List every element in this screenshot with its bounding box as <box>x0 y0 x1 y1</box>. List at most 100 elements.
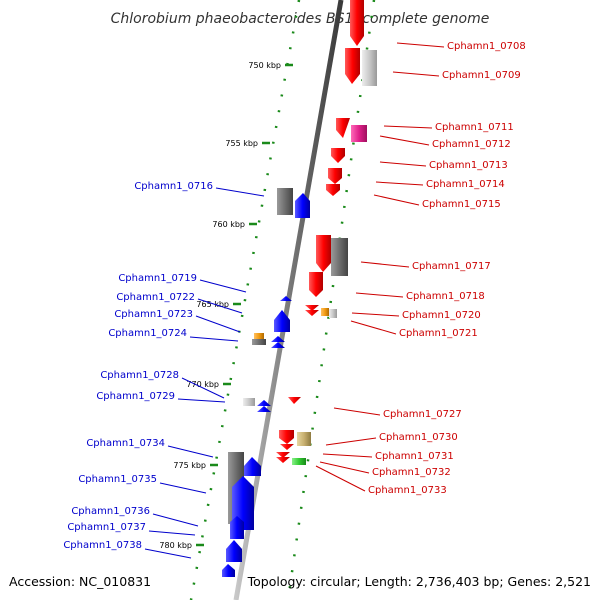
gene-feature-0724[interactable] <box>252 339 266 345</box>
gene-label-0738[interactable]: Cphamn1_0738 <box>63 540 142 551</box>
gene-feature-0715[interactable] <box>326 184 340 196</box>
gene-label-leader-line <box>195 315 241 333</box>
gene-feature-0721[interactable] <box>329 309 337 318</box>
gene-label-0713[interactable]: Cphamn1_0713 <box>429 160 508 171</box>
gene-label-0734[interactable]: Cphamn1_0734 <box>86 438 165 449</box>
gene-feature-0730[interactable] <box>297 432 311 446</box>
gene-label-0716[interactable]: Cphamn1_0716 <box>134 181 213 192</box>
gene-label-0729[interactable]: Cphamn1_0729 <box>96 391 175 402</box>
gene-feature-0719[interactable] <box>280 296 292 301</box>
gene-feature-0732b[interactable] <box>276 457 290 463</box>
gene-label-0727[interactable]: Cphamn1_0727 <box>383 409 462 420</box>
gene-label-0724[interactable]: Cphamn1_0724 <box>108 328 187 339</box>
gene-feature-0737[interactable] <box>226 540 242 562</box>
gene-label-leader-line <box>360 261 410 268</box>
gene-feature-0729a[interactable] <box>257 400 271 406</box>
gene-label-0728[interactable]: Cphamn1_0728 <box>100 370 179 381</box>
gene-feature-0732[interactable] <box>292 458 306 465</box>
gene-label-0715[interactable]: Cphamn1_0715 <box>422 199 501 210</box>
gene-label-0722[interactable]: Cphamn1_0722 <box>116 292 195 303</box>
gene-feature-0717[interactable] <box>316 235 331 272</box>
gene-feature-0712[interactable] <box>351 125 367 142</box>
gene-feature-0709[interactable] <box>362 50 377 86</box>
gene-label-0709[interactable]: Cphamn1_0709 <box>442 70 521 81</box>
gene-feature-0707[interactable] <box>350 0 364 46</box>
gene-label-0730[interactable]: Cphamn1_0730 <box>379 432 458 443</box>
gene-feature-0716a[interactable] <box>277 188 293 215</box>
gene-label-leader-line <box>148 530 196 536</box>
gene-feature-0724a[interactable] <box>254 333 264 340</box>
scale-tick-label: 770 kbp <box>186 380 219 389</box>
gene-label-leader-line <box>319 461 370 474</box>
gene-feature-0730a[interactable] <box>279 430 294 444</box>
gene-feature-0738[interactable] <box>222 564 235 577</box>
scale-tick-label: 760 kbp <box>212 220 245 229</box>
gene-features <box>222 0 377 577</box>
gene-label-leader-line <box>379 135 430 146</box>
gene-label-0719[interactable]: Cphamn1_0719 <box>118 273 197 284</box>
gene-feature-0722[interactable] <box>274 310 290 332</box>
gene-feature-0714[interactable] <box>328 168 342 184</box>
gene-label-0721[interactable]: Cphamn1_0721 <box>399 328 478 339</box>
gene-label-0712[interactable]: Cphamn1_0712 <box>432 139 511 150</box>
gene-label-leader-line <box>215 187 265 197</box>
gene-label-leader-line <box>350 320 397 335</box>
gene-label-leader-line <box>325 437 377 446</box>
gene-feature-0720b[interactable] <box>305 310 319 316</box>
gene-label-leader-line <box>159 482 207 494</box>
gene-label-leader-line <box>177 398 226 403</box>
gene-label-leader-line <box>152 513 199 527</box>
gene-feature-0729b[interactable] <box>257 406 271 412</box>
scale-tick-label: 765 kbp <box>196 300 229 309</box>
gene-label-leader-line <box>197 298 243 314</box>
gene-feature-0732a[interactable] <box>276 452 290 458</box>
gene-label-leader-line <box>373 194 420 206</box>
gene-label-0731[interactable]: Cphamn1_0731 <box>375 451 454 462</box>
gene-feature-0728[interactable] <box>243 398 255 406</box>
gene-label-0732[interactable]: Cphamn1_0732 <box>372 467 451 478</box>
gene-label-0737[interactable]: Cphamn1_0737 <box>67 522 146 533</box>
gene-label-leader-line <box>315 465 366 492</box>
gene-label-leader-line <box>189 336 239 342</box>
gene-label-0718[interactable]: Cphamn1_0718 <box>406 291 485 302</box>
gene-label-leader-line <box>379 161 427 167</box>
gene-feature-0736[interactable] <box>230 516 244 539</box>
gene-feature-0720[interactable] <box>305 305 319 311</box>
gene-label-leader-line <box>396 42 445 48</box>
gene-label-0717[interactable]: Cphamn1_0717 <box>412 261 491 272</box>
gene-feature-0708[interactable] <box>345 48 360 84</box>
gene-feature-0721a[interactable] <box>321 308 329 316</box>
scale-tick-label: 780 kbp <box>159 541 192 550</box>
scale-tick-label: 755 kbp <box>225 139 258 148</box>
gene-feature-0734[interactable] <box>244 457 261 476</box>
dotted-guide-track <box>189 0 301 600</box>
dotted-guide-track <box>286 0 376 600</box>
gene-label-0708[interactable]: Cphamn1_0708 <box>447 41 526 52</box>
gene-label-leader-line <box>333 407 381 416</box>
accession-text: Accession: NC_010831 <box>9 574 151 589</box>
gene-feature-0713[interactable] <box>331 148 345 163</box>
scale-ticks: 750 kbp 755 kbp 760 kbp 765 kbp 770 kbp 775 k… <box>159 61 293 550</box>
gene-label-0711[interactable]: Cphamn1_0711 <box>435 122 514 133</box>
dotted-guide-tracks <box>189 0 376 600</box>
gene-label-0736[interactable]: Cphamn1_0736 <box>71 506 150 517</box>
gene-label-leader-line <box>375 181 424 186</box>
gene-label-leader-line <box>355 292 404 298</box>
topology-summary-text: Topology: circular; Length: 2,736,403 bp… <box>247 574 591 589</box>
gene-label-0735[interactable]: Cphamn1_0735 <box>78 474 157 485</box>
gene-label-0723[interactable]: Cphamn1_0723 <box>114 309 193 320</box>
scale-tick-label: 750 kbp <box>248 61 281 70</box>
gene-feature-0727[interactable] <box>288 397 301 404</box>
gene-feature-0731[interactable] <box>280 444 294 450</box>
gene-feature-0718a[interactable] <box>331 238 348 276</box>
gene-label-0733[interactable]: Cphamn1_0733 <box>368 485 447 496</box>
gene-label-0714[interactable]: Cphamn1_0714 <box>426 179 505 190</box>
gene-feature-0711[interactable] <box>336 118 350 138</box>
gene-feature-0716[interactable] <box>295 193 310 218</box>
gene-label-leader-line <box>167 445 214 458</box>
gene-label-0720[interactable]: Cphamn1_0720 <box>402 310 481 321</box>
gene-feature-0723a[interactable] <box>271 336 285 342</box>
gene-feature-0718[interactable] <box>309 272 323 297</box>
gene-feature-0723b[interactable] <box>271 342 285 348</box>
